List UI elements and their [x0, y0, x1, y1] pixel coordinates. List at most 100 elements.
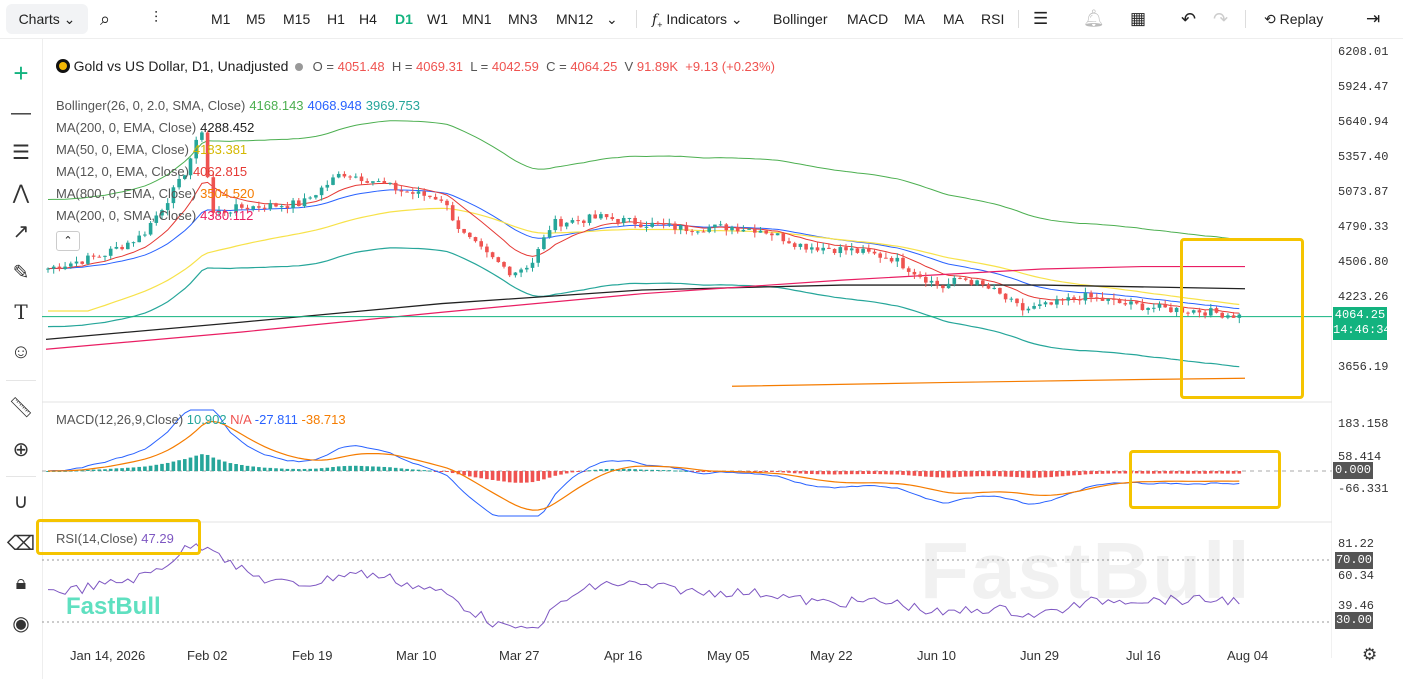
timeframe-d1[interactable]: D1: [395, 11, 413, 27]
candle-body: [633, 217, 637, 225]
ema800-line: [731, 377, 1246, 387]
redo-icon[interactable]: ↷: [1213, 9, 1229, 29]
macd-histogram-bar: [810, 471, 814, 474]
macd-histogram-bar: [217, 459, 221, 471]
timeframe-m1[interactable]: M1: [211, 11, 231, 27]
macd-histogram-bar: [958, 471, 962, 477]
macd-histogram-bar: [245, 465, 250, 471]
fib-tool-icon[interactable]: ☰: [12, 141, 30, 164]
indicators-button[interactable]: f+ Indicators ⌄: [652, 11, 743, 30]
low-value: 4042.59: [491, 59, 539, 74]
calendar-icon[interactable]: ▦: [1130, 9, 1147, 28]
trend-tool-icon[interactable]: ↗: [12, 220, 30, 243]
timeframe-w1[interactable]: W1: [427, 11, 448, 27]
emoji-icon[interactable]: ☺: [10, 340, 32, 363]
replay-icon: ⟲: [1264, 11, 1276, 27]
candle-body: [901, 257, 905, 269]
timeframe-mn3[interactable]: MN3: [508, 11, 538, 27]
macd-histogram-bar: [354, 465, 358, 471]
candle-body: [696, 231, 700, 233]
candle-body: [564, 222, 569, 227]
crosshair-icon[interactable]: +: [13, 57, 29, 88]
macd-histogram-bar: [684, 470, 689, 472]
fullscreen-icon[interactable]: ⇥: [1366, 9, 1381, 28]
brush-icon[interactable]: ✎: [12, 261, 30, 284]
candle-body: [775, 233, 780, 236]
macd-histogram-bar: [929, 471, 934, 477]
replay-button[interactable]: ⟲ Replay: [1264, 11, 1324, 27]
highlight-box-rsi: [36, 519, 201, 555]
macd-histogram-bar: [1226, 471, 1230, 474]
macd-histogram-bar: [314, 468, 318, 471]
candle-body: [1163, 303, 1167, 308]
settings-gear-icon[interactable]: ⚙: [1362, 645, 1378, 664]
macd-histogram-bar: [1209, 471, 1213, 474]
candle-body: [382, 181, 387, 184]
macd-histogram-bar: [382, 466, 387, 471]
timeframe-mn12[interactable]: MN12: [556, 11, 594, 27]
macd-histogram-value: 10.902: [186, 412, 227, 427]
indicator-legend-row[interactable]: MA(200, 0, EMA, Close) 4288.452: [56, 120, 254, 135]
lock-icon[interactable]: 🔒︎: [15, 571, 27, 594]
macd-histogram-bar: [1237, 471, 1242, 474]
ma-button-2[interactable]: MA: [943, 11, 964, 27]
zoom-icon[interactable]: ⊕: [12, 438, 30, 461]
macd-histogram-bar: [553, 471, 558, 476]
macd-histogram-bar: [473, 471, 478, 478]
indicator-legend-row[interactable]: MA(200, 0, SMA, Close) 4380.112: [56, 208, 253, 223]
candle-body: [1049, 302, 1053, 305]
timeframe-h4[interactable]: H4: [359, 11, 377, 27]
text-tool-icon[interactable]: T: [14, 300, 28, 324]
search-icon[interactable]: ⌕: [100, 9, 111, 29]
candle-body: [1100, 297, 1105, 301]
bollinger-upper-line: [47, 120, 1240, 241]
macd-histogram-bar: [428, 470, 432, 472]
bollinger-button[interactable]: Bollinger: [773, 11, 828, 27]
macd-histogram-bar: [257, 467, 261, 471]
indicator-legend-row[interactable]: Bollinger(26, 0, 2.0, SMA, Close) 4168.14…: [56, 98, 420, 113]
macd-histogram-bar: [1009, 471, 1014, 477]
line-tool-icon[interactable]: —: [11, 101, 31, 124]
macd-histogram-bar: [1095, 471, 1099, 474]
candle-type-icon[interactable]: ⫶: [154, 10, 159, 27]
undo-icon[interactable]: ↶: [1181, 9, 1197, 29]
indicator-legend-row[interactable]: MA(12, 0, EMA, Close) 4062.815: [56, 164, 247, 179]
template-icon[interactable]: ☰: [1033, 9, 1049, 28]
ruler-icon[interactable]: 📏︎: [8, 396, 34, 419]
timeframe-more-chevron-icon[interactable]: ⌄: [606, 11, 618, 27]
indicator-legend-row[interactable]: MA(800, 0, EMA, Close) 3504.520: [56, 186, 254, 201]
timeframe-mn1[interactable]: MN1: [462, 11, 492, 27]
candle-body: [211, 177, 216, 213]
timeframe-m15[interactable]: M15: [283, 11, 311, 27]
magnet-icon[interactable]: ∪: [13, 490, 29, 513]
eraser-icon[interactable]: ⌫: [6, 532, 36, 555]
macd-histogram-bar: [365, 466, 369, 471]
candle-body: [126, 242, 130, 250]
macd-histogram-bar: [547, 471, 552, 478]
candle-body: [741, 229, 746, 232]
visibility-icon[interactable]: ◉: [12, 612, 30, 635]
indicator-legend-row[interactable]: MA(50, 0, EMA, Close) 4183.381: [56, 142, 247, 157]
candle-body: [1077, 298, 1082, 301]
candle-body: [621, 217, 626, 223]
candle-body: [177, 178, 181, 188]
current-price: 4064.25: [1334, 308, 1386, 322]
pattern-tool-icon[interactable]: ⋀: [12, 181, 30, 204]
rsi-button[interactable]: RSI: [981, 11, 1005, 27]
macd-histogram-bar: [918, 471, 922, 477]
candle-body: [399, 190, 404, 192]
timeframe-h1[interactable]: H1: [327, 11, 345, 27]
alert-icon[interactable]: 🔔︎: [1083, 9, 1105, 28]
macd-histogram-bar: [770, 471, 774, 472]
candle-body: [1152, 307, 1156, 309]
macd-button[interactable]: MACD: [847, 11, 889, 27]
candle-body: [787, 241, 791, 244]
candle-body: [1066, 297, 1071, 301]
rsi-upper-tag: 70.00: [1335, 552, 1373, 569]
charts-menu-button[interactable]: Charts ⌄: [6, 4, 88, 34]
collapse-legend-button[interactable]: ⌃: [56, 231, 80, 251]
ma-button[interactable]: MA: [904, 11, 925, 27]
candle-body: [302, 198, 307, 207]
macd-histogram-bar: [827, 471, 831, 475]
timeframe-m5[interactable]: M5: [246, 11, 266, 27]
